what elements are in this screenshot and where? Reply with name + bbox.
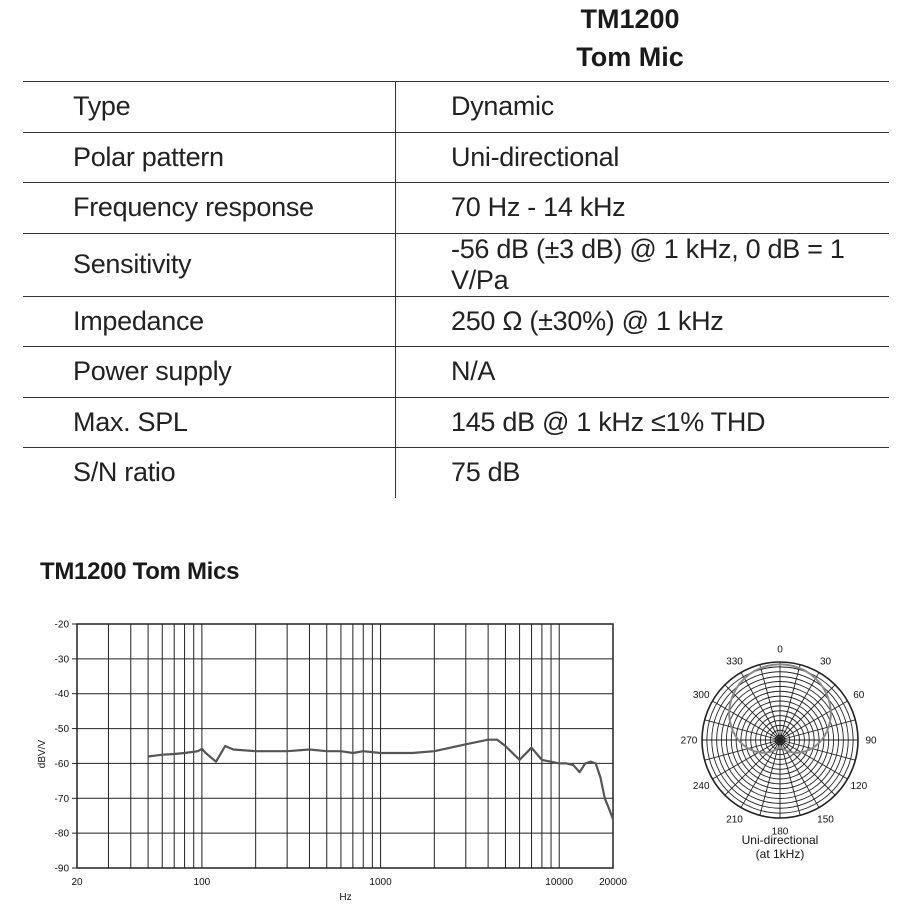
spec-value: Uni-directional (451, 141, 620, 172)
spec-value: N/A (451, 356, 496, 387)
x-tick-label: 10000 (545, 877, 573, 888)
x-axis-label: Hz (339, 892, 351, 903)
x-tick-label: 20000 (599, 877, 627, 888)
y-tick-label: -70 (55, 794, 70, 805)
spec-value: 145 dB @ 1 kHz ≤1% THD (451, 406, 766, 437)
model-title: TM1200 (580, 4, 680, 34)
polar-spoke (712, 700, 781, 741)
polar-spoke (779, 739, 848, 780)
polar-angle-label: 0 (777, 645, 783, 656)
x-tick-label: 100 (194, 877, 211, 888)
polar-spoke (759, 739, 781, 816)
polar-pattern-chart: 0 30 60 90 120 150 180 210 240 270 300 330 Uni-direc… (681, 645, 877, 862)
polar-spoke (704, 719, 781, 741)
polar-spoke (740, 672, 781, 741)
spec-label: Max. SPL (23, 397, 396, 448)
polar-spoke (712, 739, 781, 780)
polar-spoke (779, 739, 856, 761)
spec-label: Type (23, 81, 396, 132)
polar-caption-line2: (at 1kHz) (756, 847, 805, 861)
chart-heading: TM1200 Tom Mics (40, 558, 240, 585)
spec-value: 250 Ω (±30%) @ 1 kHz (451, 305, 724, 336)
polar-spoke (779, 664, 801, 741)
x-tick-label: 1000 (369, 877, 392, 888)
y-tick-label: -40 (55, 689, 70, 700)
spec-row: Impedance 250 Ω (±30%) @ 1 kHz (23, 296, 889, 347)
x-tick-label: 20 (71, 877, 83, 888)
y-tick-label: -50 (55, 724, 70, 735)
polar-angle-label: 210 (726, 814, 743, 825)
spec-row: Sensitivity -56 dB (±3 dB) @ 1 kHz, 0 dB … (23, 233, 889, 296)
polar-response-curve (728, 663, 832, 754)
polar-spoke (779, 719, 856, 741)
plot-frame (76, 623, 614, 869)
spec-row: Max. SPL 145 dB @ 1 kHz ≤1% THD (23, 397, 889, 448)
spec-label: Frequency response (23, 182, 396, 233)
polar-spoke (779, 700, 848, 741)
polar-caption-line1: Uni-directional (742, 833, 819, 847)
y-tick-label: -30 (55, 654, 70, 665)
polar-angle-label: 240 (693, 781, 710, 792)
polar-angle-label: 150 (817, 814, 834, 825)
spec-row: S/N ratio 75 dB (23, 447, 889, 498)
polar-angle-label: 300 (693, 690, 710, 701)
polar-angle-label: 30 (820, 657, 832, 668)
y-tick-label: -20 (55, 620, 70, 631)
spec-row: Type Dynamic (23, 81, 889, 132)
polar-angle-label: 90 (865, 736, 877, 747)
spec-value: 70 Hz - 14 kHz (451, 192, 626, 223)
spec-value: Dynamic (451, 91, 554, 122)
polar-spoke (704, 739, 781, 761)
polar-spoke (779, 739, 801, 816)
spec-label: Sensitivity (23, 233, 396, 296)
polar-angle-label: 60 (853, 690, 865, 701)
polar-spoke (779, 672, 820, 741)
y-tick-label: -90 (55, 864, 70, 875)
spec-label: Polar pattern (23, 132, 396, 183)
spec-value: 75 dB (451, 457, 521, 488)
y-tick-label: -80 (55, 829, 70, 840)
model-subtitle: Tom Mic (576, 42, 684, 72)
spec-label: S/N ratio (23, 447, 396, 498)
spec-label: Power supply (23, 346, 396, 397)
polar-angle-label: 180 (772, 827, 789, 838)
polar-angle-label: 270 (681, 736, 698, 747)
frequency-response-line (147, 738, 615, 820)
spec-table: Type Dynamic Polar pattern Uni-directional… (23, 81, 889, 498)
spec-label: Impedance (23, 296, 396, 347)
spec-row: Polar pattern Uni-directional (23, 132, 889, 183)
spec-row: Power supply N/A (23, 346, 889, 397)
polar-angle-label: 120 (850, 781, 867, 792)
polar-angle-label: 330 (726, 657, 743, 668)
polar-spoke (724, 739, 781, 796)
spec-value: -56 dB (±3 dB) @ 1 kHz, 0 dB = 1 V/Pa (451, 233, 845, 295)
y-axis-label: dBV/V (37, 740, 48, 769)
y-tick-label: -60 (55, 759, 70, 770)
polar-spoke (759, 664, 781, 741)
spec-row: Frequency response 70 Hz - 14 kHz (23, 182, 889, 233)
polar-spoke (779, 739, 836, 796)
